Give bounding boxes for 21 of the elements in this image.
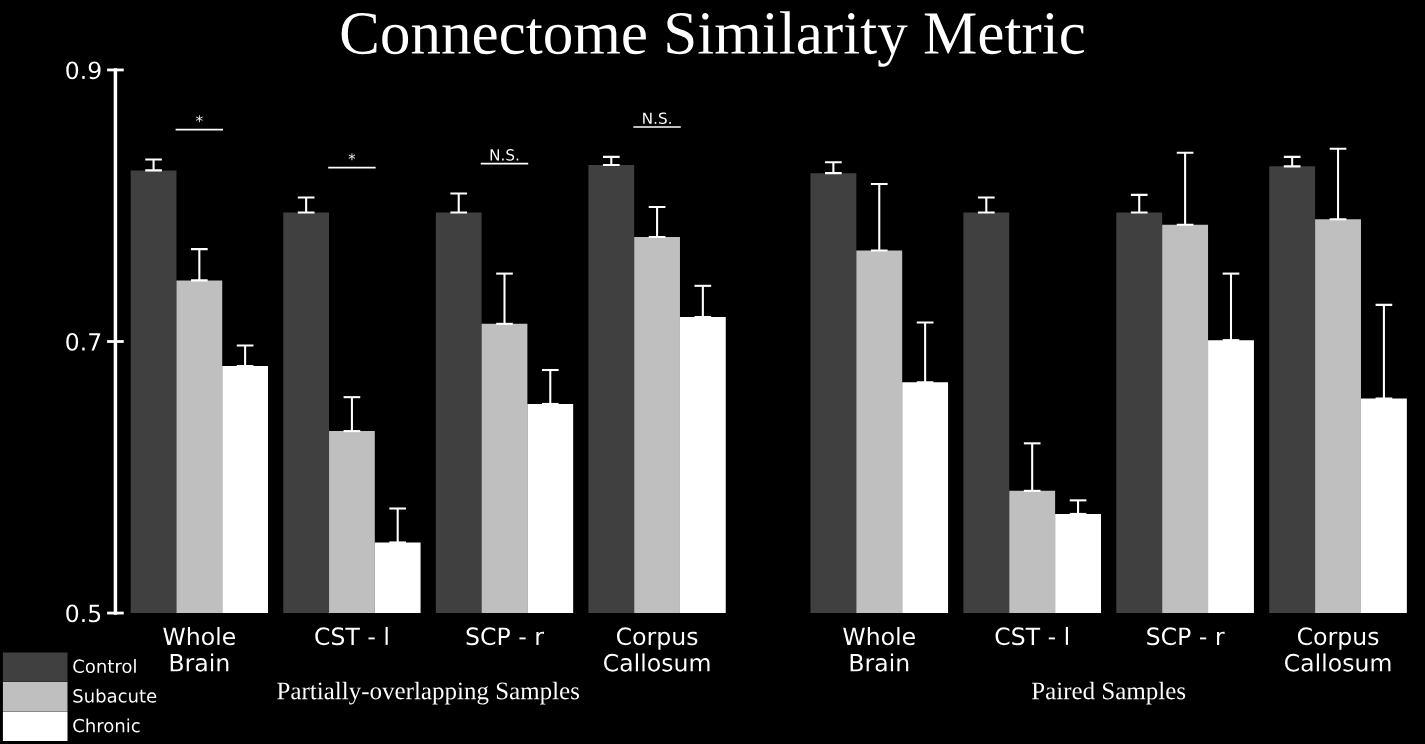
y-tick-label: 0.7 <box>66 332 101 351</box>
legend-label: Chronic <box>73 718 140 733</box>
x-tick-label: Corpus Callosum <box>1284 627 1391 672</box>
x-axis-title: Partially-overlapping Samples <box>277 681 580 705</box>
x-tick-label: Corpus Callosum <box>604 627 710 672</box>
annotation: * <box>195 115 203 123</box>
chart-title: Connectome Similarity Metric <box>341 11 1084 67</box>
annotation: N.S. <box>490 149 519 161</box>
x-tick-label: Whole Brain <box>843 626 915 672</box>
legend-label: Subacute <box>73 688 157 703</box>
annotation: N.S. <box>643 112 671 124</box>
legend-label: Control <box>73 659 136 674</box>
annotation: * <box>348 153 356 161</box>
x-tick-label: CST - l <box>315 626 388 646</box>
y-tick-label: 0.5 <box>66 604 101 623</box>
x-tick-label: SCP - r <box>1147 627 1225 646</box>
y-tick-label: 0.9 <box>66 61 101 80</box>
x-tick-label: SCP - r <box>466 627 544 646</box>
x-axis-title: Paired Samples <box>1031 681 1186 705</box>
x-tick-label: Whole Brain <box>163 626 236 672</box>
x-tick-label: CST - l <box>995 626 1068 646</box>
